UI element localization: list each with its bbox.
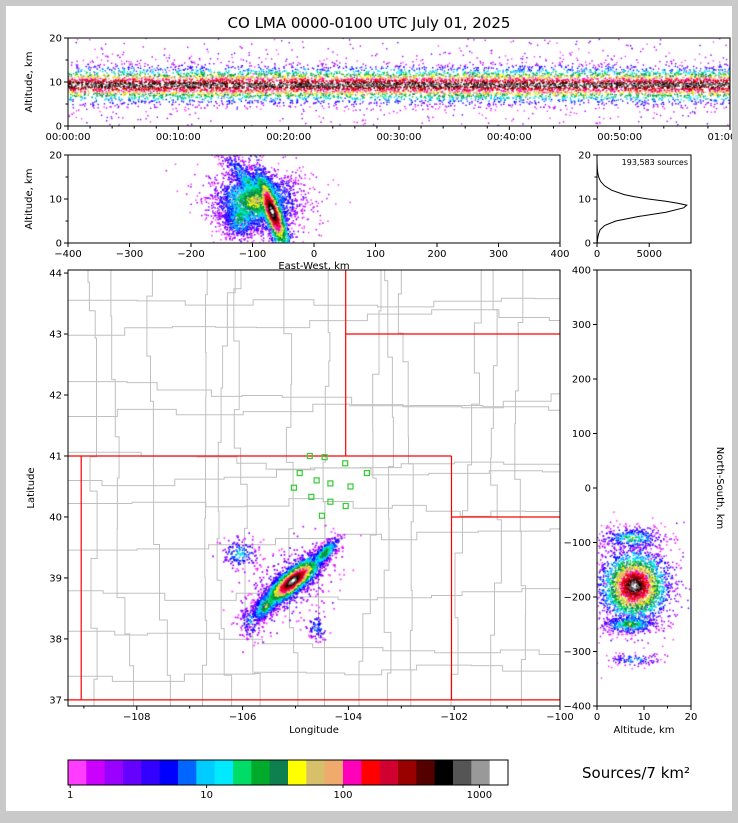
colorbar-frame: 1 10 100 1000 [67, 759, 509, 801]
svg-text:−400: −400 [564, 702, 591, 713]
svg-text:10: 10 [49, 195, 62, 206]
time-height-scatter-canvas [68, 38, 730, 126]
svg-text:10: 10 [578, 195, 591, 206]
svg-text:1000: 1000 [467, 790, 492, 801]
svg-text:300: 300 [572, 320, 591, 331]
svg-text:10: 10 [638, 712, 651, 723]
svg-text:01:00:00: 01:00:00 [708, 132, 732, 143]
svg-text:−300: −300 [116, 249, 143, 260]
svg-text:00:10:00: 00:10:00 [156, 132, 201, 143]
svg-text:−100: −100 [546, 712, 573, 723]
svg-text:100: 100 [572, 429, 591, 440]
ns_height-axes: 0 10 20 −400 −300 −200 −100 0 100 200 300 400 Altitu… [564, 266, 725, 737]
svg-text:44: 44 [49, 269, 62, 280]
svg-text:300: 300 [489, 249, 508, 260]
svg-text:00:20:00: 00:20:00 [266, 132, 311, 143]
svg-text:20: 20 [49, 34, 62, 45]
svg-text:37: 37 [49, 695, 62, 706]
svg-text:100: 100 [366, 249, 385, 260]
svg-text:−100: −100 [564, 538, 591, 549]
svg-text:400: 400 [572, 266, 591, 277]
lma-stations [290, 452, 371, 519]
colorbar-label: Sources/7 km² [582, 764, 691, 782]
svg-text:5000: 5000 [636, 249, 661, 260]
svg-text:0: 0 [585, 239, 591, 250]
svg-text:0: 0 [56, 239, 62, 250]
svg-text:00:40:00: 00:40:00 [487, 132, 532, 143]
alt_histogram-axes: 0 5000 0 10 20 [578, 151, 692, 260]
svg-text:1: 1 [67, 790, 73, 801]
svg-text:−102: −102 [440, 712, 467, 723]
state-borders [68, 270, 560, 701]
svg-text:0: 0 [594, 712, 600, 723]
svg-text:10: 10 [200, 790, 213, 801]
svg-text:200: 200 [572, 375, 591, 386]
svg-text:Longitude: Longitude [289, 725, 339, 736]
ew_height-axes: −400 −300 −200 −100 0 100 200 300 400 0 10 20 East-W… [24, 151, 570, 273]
svg-text:−300: −300 [564, 647, 591, 658]
svg-text:Altitude, km: Altitude, km [614, 725, 675, 736]
svg-text:20: 20 [685, 712, 698, 723]
svg-text:0: 0 [585, 484, 591, 495]
svg-text:00:50:00: 00:50:00 [597, 132, 642, 143]
svg-text:Altitude, km: Altitude, km [24, 52, 35, 113]
colorbar [68, 760, 509, 785]
county-borders [68, 270, 560, 706]
svg-text:−400: −400 [54, 249, 81, 260]
svg-text:43: 43 [49, 330, 62, 341]
svg-text:North-South, km: North-South, km [714, 447, 725, 530]
svg-text:38: 38 [49, 634, 62, 645]
svg-text:39: 39 [49, 573, 62, 584]
svg-text:−106: −106 [229, 712, 256, 723]
altitude-histogram-curve: 193,583 sources [596, 155, 688, 244]
svg-text:100: 100 [333, 790, 352, 801]
svg-text:−200: −200 [177, 249, 204, 260]
svg-text:41: 41 [49, 451, 62, 462]
svg-text:−104: −104 [335, 712, 362, 723]
svg-text:10: 10 [49, 78, 62, 89]
svg-text:40: 40 [49, 512, 62, 523]
svg-text:Latitude: Latitude [26, 467, 37, 508]
svg-text:200: 200 [427, 249, 446, 260]
svg-text:−200: −200 [564, 593, 591, 604]
svg-text:400: 400 [550, 249, 569, 260]
svg-text:42: 42 [49, 391, 62, 402]
svg-text:193,583 sources: 193,583 sources [622, 158, 688, 167]
time_height-axes: 00:00:00 00:10:00 00:20:00 00:30:00 00:40:00… [24, 34, 732, 144]
svg-text:0: 0 [594, 249, 600, 260]
svg-text:20: 20 [578, 151, 591, 162]
figure-title: CO LMA 0000-0100 UTC July 01, 2025 [227, 14, 511, 32]
svg-text:0: 0 [311, 249, 317, 260]
north-south-scatter-canvas [597, 270, 691, 706]
lma-figure: CO LMA 0000-0100 UTC July 01, 2025 Sourc… [6, 6, 732, 811]
map-scatter-canvas [68, 270, 560, 706]
map-axes: −108 −106 −104 −102 −100 37 38 39 40 41 42 43 44 Long… [26, 269, 574, 736]
svg-text:00:30:00: 00:30:00 [377, 132, 422, 143]
svg-text:0: 0 [56, 122, 62, 133]
svg-text:−108: −108 [123, 712, 150, 723]
svg-text:Altitude, km: Altitude, km [24, 169, 35, 230]
svg-text:East-West, km: East-West, km [278, 261, 349, 272]
svg-text:−100: −100 [239, 249, 266, 260]
svg-text:20: 20 [49, 151, 62, 162]
east-west-scatter-canvas [68, 155, 560, 243]
svg-text:00:00:00: 00:00:00 [46, 132, 91, 143]
chart-base-layer [68, 270, 560, 785]
